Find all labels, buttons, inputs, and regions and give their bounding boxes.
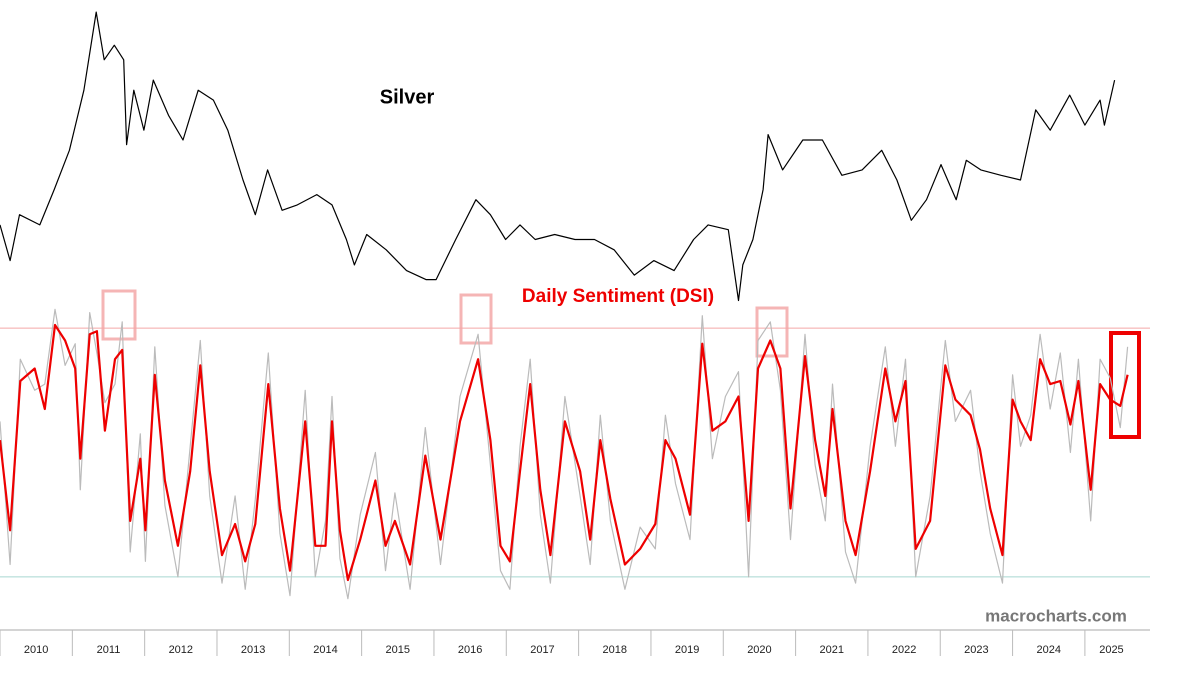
- series-label: Silver: [380, 86, 435, 108]
- series-label: Daily Sentiment (DSI): [522, 286, 714, 307]
- x-tick-label: 2012: [169, 644, 193, 656]
- highlight-box: [101, 289, 137, 341]
- x-tick-label: 2022: [892, 644, 916, 656]
- highlight-box: [459, 293, 493, 345]
- highlight-box: [755, 306, 789, 358]
- x-tick-label: 2019: [675, 644, 699, 656]
- watermark: macrocharts.com: [985, 606, 1127, 625]
- x-tick-label: 2021: [820, 644, 844, 656]
- highlight-box: [1109, 331, 1141, 439]
- x-tick-label: 2024: [1037, 644, 1061, 656]
- series-line: [0, 11, 1116, 302]
- x-tick-label: 2014: [313, 644, 337, 656]
- x-tick-label: 2020: [747, 644, 771, 656]
- x-tick-label: 2017: [530, 644, 554, 656]
- x-tick-label: 2018: [603, 644, 627, 656]
- x-tick-label: 2023: [964, 644, 988, 656]
- x-tick-label: 2013: [241, 644, 265, 656]
- x-tick-label: 2011: [97, 644, 121, 656]
- series-line: [0, 323, 1129, 582]
- series-line: [0, 308, 1129, 600]
- x-tick-label: 2015: [386, 644, 410, 656]
- x-tick-label: 2016: [458, 644, 482, 656]
- x-tick-label: 2010: [24, 644, 48, 656]
- x-tick-label: 2025: [1099, 644, 1123, 656]
